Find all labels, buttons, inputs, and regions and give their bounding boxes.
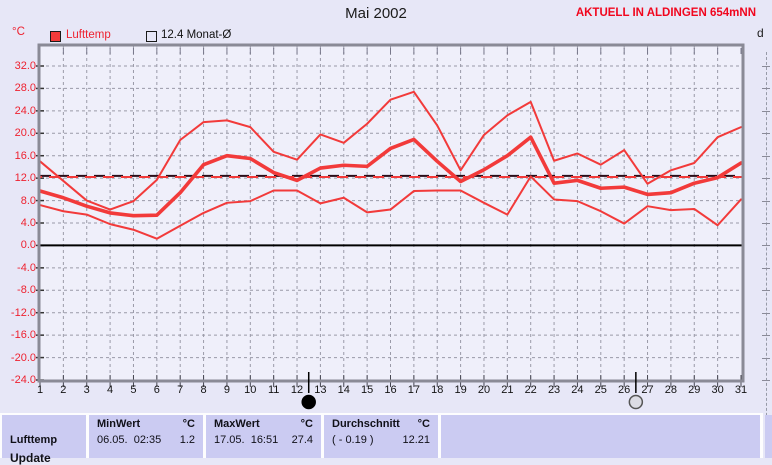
x-tick-label: 12 [290,384,304,396]
lufttemp-legend-checkbox[interactable] [50,31,61,42]
adjacent-chart-axis-tick [762,88,770,90]
y-tick-label: 4.0 [20,217,36,229]
maxwert-value: 27.4 [291,434,313,446]
x-tick-label: 20 [477,384,491,396]
y-tick-label: -8.0 [17,284,36,297]
y-tick-label: 12.0 [14,172,36,185]
y-tick-label: -24.0 [10,374,36,386]
adjacent-chart-axis-tick [762,155,770,157]
x-tick-label: 6 [153,384,160,396]
y-axis-unit-label: °C [12,26,25,38]
x-tick-label: 7 [177,384,184,396]
temperature-line-chart [36,43,745,410]
y-tick-label: -12.0 [10,306,36,319]
summary-table: Lufttemp Update MinWert °C 06.05. 02:35 … [0,413,763,465]
adjacent-table-fragment [765,415,772,458]
minwert-value: 1.2 [179,434,195,446]
monat-avg-legend-checkbox[interactable] [146,31,157,42]
durchschnitt-deviation: ( - 0.19 ) [332,434,374,446]
minwert-cell: MinWert °C 06.05. 02:35 1.2 [89,415,203,458]
full-moon-icon [628,394,644,410]
x-tick-label: 13 [314,384,327,396]
adjacent-chart-axis-tick [762,245,770,247]
x-tick-label: 25 [594,384,607,396]
x-tick-label: 15 [361,384,374,396]
curve-tagesmittel [38,135,743,218]
y-tick-label: 20.0 [14,127,36,140]
x-tick-label: 9 [223,384,230,396]
x-tick-label: 21 [501,384,514,396]
x-tick-label: 30 [711,384,724,396]
station-banner: AKTUELL IN ALDINGEN 654mNN [575,7,756,19]
adjacent-chart-axis-tick [762,66,770,67]
maxwert-title: MaxWert [214,418,260,430]
adjacent-chart-axis-tick [762,200,770,202]
adjacent-chart-axis-tick [762,357,770,359]
minwert-datetime: 06.05. 02:35 [97,434,162,446]
x-tick-label: 5 [130,384,137,396]
adjacent-chart-axis-tick [762,312,770,314]
x-tick-label: 26 [618,384,631,396]
y-tick-label: 16.0 [14,149,36,162]
adjacent-chart-axis [766,52,767,456]
x-tick-label: 3 [83,384,90,396]
plot-frame [37,43,745,383]
x-tick-label: 2 [60,384,67,396]
adjacent-chart-axis-tick [762,110,770,112]
y-tick-label: 8.0 [20,194,36,207]
x-tick-label: 4 [107,384,114,396]
durchschnitt-value: 12.21 [402,434,430,446]
x-tick-label: 23 [547,384,561,396]
durchschnitt-unit: °C [417,418,430,430]
maxwert-unit: °C [300,418,313,430]
x-tick-label: 31 [734,384,748,396]
y-tick-label: 24.0 [14,104,36,117]
lufttemp-legend-label[interactable]: Lufttemp [66,29,111,41]
x-tick-label: 22 [524,384,537,396]
x-tick-label: 24 [571,384,584,396]
adjacent-panel-partial-label: d [757,26,764,40]
adjacent-chart-axis-tick [762,335,770,337]
maxwert-datetime: 17.05. 16:51 [214,434,279,446]
x-tick-label: 28 [664,384,678,396]
y-tick-label: 32.0 [14,60,36,72]
y-tick-label: -4.0 [17,261,36,274]
chart-title: Mai 2002 [345,5,407,22]
adjacent-chart-axis-tick [762,380,770,382]
adjacent-chart-axis-tick [762,290,770,292]
minwert-title: MinWert [97,418,141,430]
empty-summary-cell [441,415,760,458]
summary-second-row-partial-label: Update [10,451,51,465]
x-tick-label: 27 [641,384,654,396]
y-tick-label: -16.0 [10,329,36,342]
durchschnitt-title: Durchschnitt [332,418,400,430]
y-tick-label: 28.0 [14,82,36,95]
x-tick-label: 19 [454,384,467,396]
adjacent-chart-axis-tick [762,267,770,269]
y-tick-label: -20.0 [10,351,36,364]
x-tick-label: 14 [337,384,350,396]
x-tick-label: 18 [431,384,444,396]
x-tick-label: 8 [200,384,207,396]
x-tick-label: 11 [267,384,280,396]
summary-row-label-cell: Lufttemp Update [2,415,86,465]
x-tick-label: 17 [407,384,420,396]
minwert-unit: °C [182,418,195,430]
x-tick-label: 16 [384,384,397,396]
summary-row-label: Lufttemp [10,434,58,446]
new-moon-icon [301,394,316,410]
durchschnitt-cell: Durchschnitt °C ( - 0.19 ) 12.21 [324,415,438,458]
adjacent-chart-axis-tick [762,133,770,135]
x-tick-label: 10 [244,384,257,396]
adjacent-chart-axis-tick [762,223,770,224]
adjacent-chart-axis-tick [762,178,770,180]
y-tick-label: 0.0 [20,239,36,252]
curve-tagesminimum [39,175,742,240]
maxwert-cell: MaxWert °C 17.05. 16:51 27.4 [206,415,321,458]
monat-avg-legend-label[interactable]: 12.4 Monat-Ø [161,29,232,41]
x-tick-label: 1 [36,384,44,396]
curve-tagesmaximum [39,90,742,211]
x-tick-label: 29 [688,384,701,396]
